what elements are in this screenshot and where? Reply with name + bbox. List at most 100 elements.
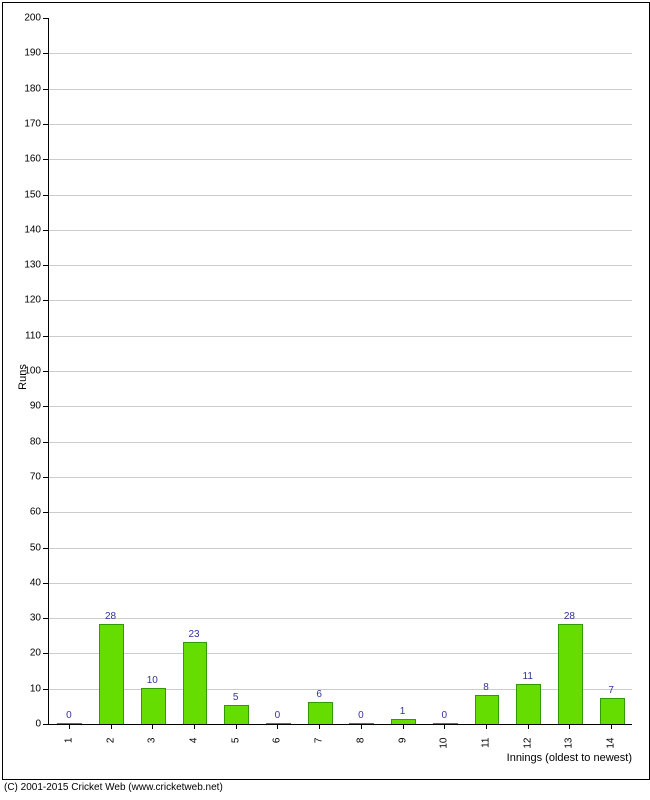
- y-tick-label: 30: [30, 613, 41, 624]
- x-tick: [236, 724, 237, 729]
- y-tick: [43, 159, 48, 160]
- bar-value-label: 8: [483, 682, 489, 693]
- gridline: [48, 406, 632, 407]
- gridline: [48, 583, 632, 584]
- y-tick: [43, 653, 48, 654]
- y-tick: [43, 689, 48, 690]
- x-tick: [69, 724, 70, 729]
- y-tick: [43, 18, 48, 19]
- gridline: [48, 689, 632, 690]
- y-tick: [43, 512, 48, 513]
- chart-container: Runs Innings (oldest to newest) (C) 2001…: [0, 0, 650, 800]
- y-tick: [43, 89, 48, 90]
- bar: [141, 688, 166, 724]
- x-tick: [361, 724, 362, 729]
- x-tick-label: 12: [522, 738, 533, 778]
- bar: [308, 702, 333, 724]
- x-tick: [403, 724, 404, 729]
- y-tick-label: 70: [30, 471, 41, 482]
- x-tick: [444, 724, 445, 729]
- bar-value-label: 23: [188, 629, 199, 640]
- bar-value-label: 0: [66, 710, 72, 721]
- x-tick-label: 13: [564, 738, 575, 778]
- bar: [183, 642, 208, 724]
- bar: [475, 695, 500, 724]
- y-tick-label: 190: [24, 48, 41, 59]
- gridline: [48, 195, 632, 196]
- bar-value-label: 11: [523, 671, 533, 682]
- y-tick: [43, 618, 48, 619]
- gridline: [48, 89, 632, 90]
- gridline: [48, 477, 632, 478]
- y-tick-label: 90: [30, 401, 41, 412]
- x-tick-label: 4: [189, 738, 200, 778]
- bar: [516, 684, 541, 724]
- x-tick: [569, 724, 570, 729]
- y-tick: [43, 336, 48, 337]
- bar-value-label: 28: [105, 611, 116, 622]
- x-tick: [277, 724, 278, 729]
- y-tick: [43, 300, 48, 301]
- x-tick-label: 3: [147, 738, 158, 778]
- y-tick: [43, 724, 48, 725]
- y-tick-label: 170: [24, 118, 41, 129]
- y-tick-label: 150: [24, 189, 41, 200]
- y-tick-label: 100: [24, 366, 41, 377]
- x-tick-label: 8: [355, 738, 366, 778]
- x-tick-label: 9: [397, 738, 408, 778]
- y-tick: [43, 230, 48, 231]
- x-tick: [111, 724, 112, 729]
- x-tick: [611, 724, 612, 729]
- x-axis-line: [48, 724, 632, 725]
- y-tick: [43, 583, 48, 584]
- gridline: [48, 548, 632, 549]
- x-tick-label: 7: [314, 738, 325, 778]
- bar: [99, 624, 124, 724]
- x-tick-label: 6: [272, 738, 283, 778]
- y-tick-label: 140: [24, 224, 41, 235]
- x-tick-label: 10: [439, 738, 450, 778]
- x-tick-label: 5: [230, 738, 241, 778]
- gridline: [48, 371, 632, 372]
- gridline: [48, 653, 632, 654]
- bar-value-label: 7: [608, 685, 614, 696]
- copyright-text: (C) 2001-2015 Cricket Web (www.cricketwe…: [4, 782, 223, 793]
- y-tick: [43, 195, 48, 196]
- y-tick-label: 180: [24, 83, 41, 94]
- x-tick-label: 1: [63, 738, 74, 778]
- y-tick: [43, 53, 48, 54]
- y-tick: [43, 442, 48, 443]
- x-tick-label: 2: [105, 738, 116, 778]
- x-tick-label: 14: [606, 738, 617, 778]
- gridline: [48, 53, 632, 54]
- y-tick: [43, 477, 48, 478]
- y-axis-line: [48, 18, 49, 724]
- gridline: [48, 336, 632, 337]
- y-tick-label: 80: [30, 436, 41, 447]
- y-tick-label: 160: [24, 154, 41, 165]
- y-tick-label: 110: [25, 330, 41, 341]
- x-tick: [194, 724, 195, 729]
- y-tick-label: 10: [30, 683, 41, 694]
- bar-value-label: 5: [233, 692, 239, 703]
- gridline: [48, 300, 632, 301]
- y-tick-label: 60: [30, 507, 41, 518]
- y-tick: [43, 406, 48, 407]
- x-tick: [528, 724, 529, 729]
- bar-value-label: 10: [147, 675, 158, 686]
- y-tick: [43, 371, 48, 372]
- x-tick: [152, 724, 153, 729]
- gridline: [48, 442, 632, 443]
- bar-value-label: 0: [442, 710, 448, 721]
- y-tick-label: 0: [35, 719, 41, 730]
- bar: [224, 705, 249, 724]
- y-tick-label: 50: [30, 542, 41, 553]
- gridline: [48, 159, 632, 160]
- bar-value-label: 28: [564, 611, 575, 622]
- gridline: [48, 265, 632, 266]
- x-tick-label: 11: [481, 738, 492, 778]
- y-tick-label: 40: [30, 577, 41, 588]
- x-tick: [486, 724, 487, 729]
- bar-value-label: 0: [358, 710, 364, 721]
- bar: [600, 698, 625, 724]
